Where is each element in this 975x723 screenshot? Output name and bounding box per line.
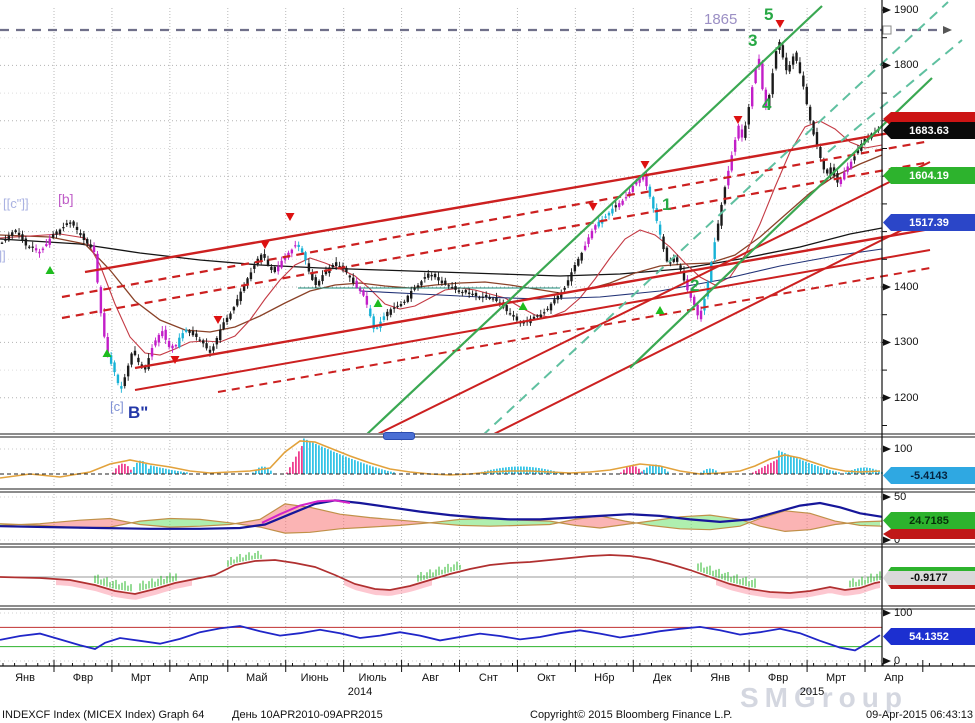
wave-label: [[c"]] — [3, 196, 29, 211]
chart-canvas — [0, 0, 975, 672]
x-axis-month-label: Июнь — [300, 672, 329, 684]
x-axis-month-label: Июль — [358, 672, 387, 684]
watermark: SMGroup — [740, 682, 908, 713]
sell-signal-triangle — [588, 203, 598, 211]
red-channel-lower — [134, 227, 931, 370]
signal-markers-layer — [45, 20, 785, 364]
candles-layer — [0, 39, 880, 393]
wave-label: 1 — [662, 195, 672, 214]
indicator-1-value-badge: -5.4143 — [883, 467, 975, 484]
x-axis-month-label: Янв — [710, 672, 731, 684]
red-dashed-mid — [61, 160, 931, 320]
indicator-3-value-badge: -0.9177 — [883, 567, 975, 589]
price-badge-avg-green: 1604.19 — [883, 167, 975, 184]
ma-navy — [359, 248, 883, 300]
y-axis-tick-label: 1400 — [894, 281, 919, 293]
indicator-2-secondary-badge — [883, 529, 975, 539]
wave-label: 2 — [690, 276, 700, 295]
indicator-tick-label: 0 — [894, 534, 901, 546]
sell-signal-triangle — [285, 213, 295, 221]
x-axis-month-label: Окт — [537, 672, 556, 684]
indicator-panel-3 — [0, 550, 882, 600]
x-axis-month-label: Дек — [653, 672, 672, 684]
x-axis-month-label: Мрт — [130, 672, 151, 684]
trend-lines-layer — [61, 1, 963, 437]
indicator-2-value-badge: 24.7185 — [883, 512, 975, 529]
indicator-4-value-badge: 54.1352 — [883, 628, 975, 645]
sell-signal-triangle — [640, 161, 650, 169]
buy-signal-triangle — [655, 306, 665, 314]
indicator-tick-label: 0 — [894, 655, 901, 667]
red-dashed-lower — [217, 267, 931, 393]
sell-signal-triangle — [775, 20, 785, 28]
x-axis-month-label: Май — [245, 672, 268, 684]
footer-datetime: 09-Apr-2015 06:43:13 — [865, 709, 973, 721]
indicator-panel-4 — [0, 612, 882, 662]
wave-label: [c] — [110, 399, 124, 414]
red-channel-upper — [84, 124, 931, 274]
x-axis-month-label: Апр — [189, 672, 209, 684]
panel-separators — [0, 433, 975, 610]
x-axis-month-label: Снт — [478, 672, 498, 684]
teal-dashed-main — [481, 1, 949, 437]
wave-label: 4 — [762, 95, 772, 114]
x-axis-month-label: Нбр — [594, 672, 615, 684]
indicator-panel-1 — [0, 438, 883, 479]
sell-signal-triangle — [260, 241, 270, 249]
wave-label: 5 — [764, 5, 774, 24]
red-channel-lower2 — [134, 249, 931, 391]
indicator-tick-label: 50 — [894, 491, 907, 503]
wave-label: ']] — [0, 248, 6, 263]
green-trend-main — [364, 5, 823, 437]
x-axis-month-label: Апр — [884, 672, 904, 684]
x-axis-month-label: Янв — [15, 672, 35, 684]
y-axis-tick-label: 1900 — [894, 4, 919, 16]
sell-signal-triangle — [733, 116, 743, 124]
buy-signal-triangle — [45, 266, 55, 274]
footer-period: День 10APR2010-09APR2015 — [232, 709, 383, 721]
footer-bar: INDEXCF Index (MICEX Index) Graph 64 Ден… — [0, 704, 975, 723]
ma-mid-brown — [0, 154, 883, 333]
buy-signal-triangle — [102, 349, 112, 357]
axes-layer — [0, 0, 975, 672]
footer-copyright: Copyright© 2015 Bloomberg Finance L.P. — [530, 709, 733, 721]
red-dashed-upper — [61, 139, 931, 299]
y-axis-tick-label: 1800 — [894, 59, 919, 72]
indicator-tick-label: 100 — [894, 443, 913, 455]
wave-label: [b] — [58, 191, 74, 207]
footer-security-name: INDEXCF Index (MICEX Index) Graph 64 — [2, 709, 205, 721]
price-badge-avg-blue: 1517.39 — [883, 214, 975, 231]
wave-label: B" — [128, 403, 149, 422]
x-axis-year-label: 2014 — [347, 686, 373, 698]
x-axis-month-label: Фвр — [767, 672, 789, 684]
x-axis-month-label: Авг — [421, 672, 440, 684]
sell-signal-triangle — [170, 356, 180, 364]
y-axis-tick-label: 1200 — [894, 391, 919, 404]
teal-dashed-right — [827, 39, 963, 153]
price-badge-last: 1683.63 — [883, 122, 975, 139]
red-steep-lower — [489, 215, 931, 437]
y-axis-tick-label: 1300 — [894, 336, 919, 349]
x-axis-year-label: 2015 — [799, 686, 825, 698]
red-steep-upper — [377, 161, 931, 435]
indicator-tick-label: 100 — [894, 607, 913, 619]
resistance-line-1865 — [0, 25, 952, 35]
buy-signal-triangle — [373, 299, 383, 307]
buy-signal-triangle — [518, 302, 528, 310]
indicator-panel-2 — [0, 496, 883, 541]
panel-resize-handle[interactable] — [383, 432, 415, 440]
x-axis-month-label: Мрт — [825, 672, 847, 684]
x-axis-month-label: Фвр — [72, 672, 94, 684]
wave-label: 1865 — [704, 11, 738, 28]
wave-label: 3 — [748, 31, 758, 50]
sell-signal-triangle — [213, 316, 223, 324]
